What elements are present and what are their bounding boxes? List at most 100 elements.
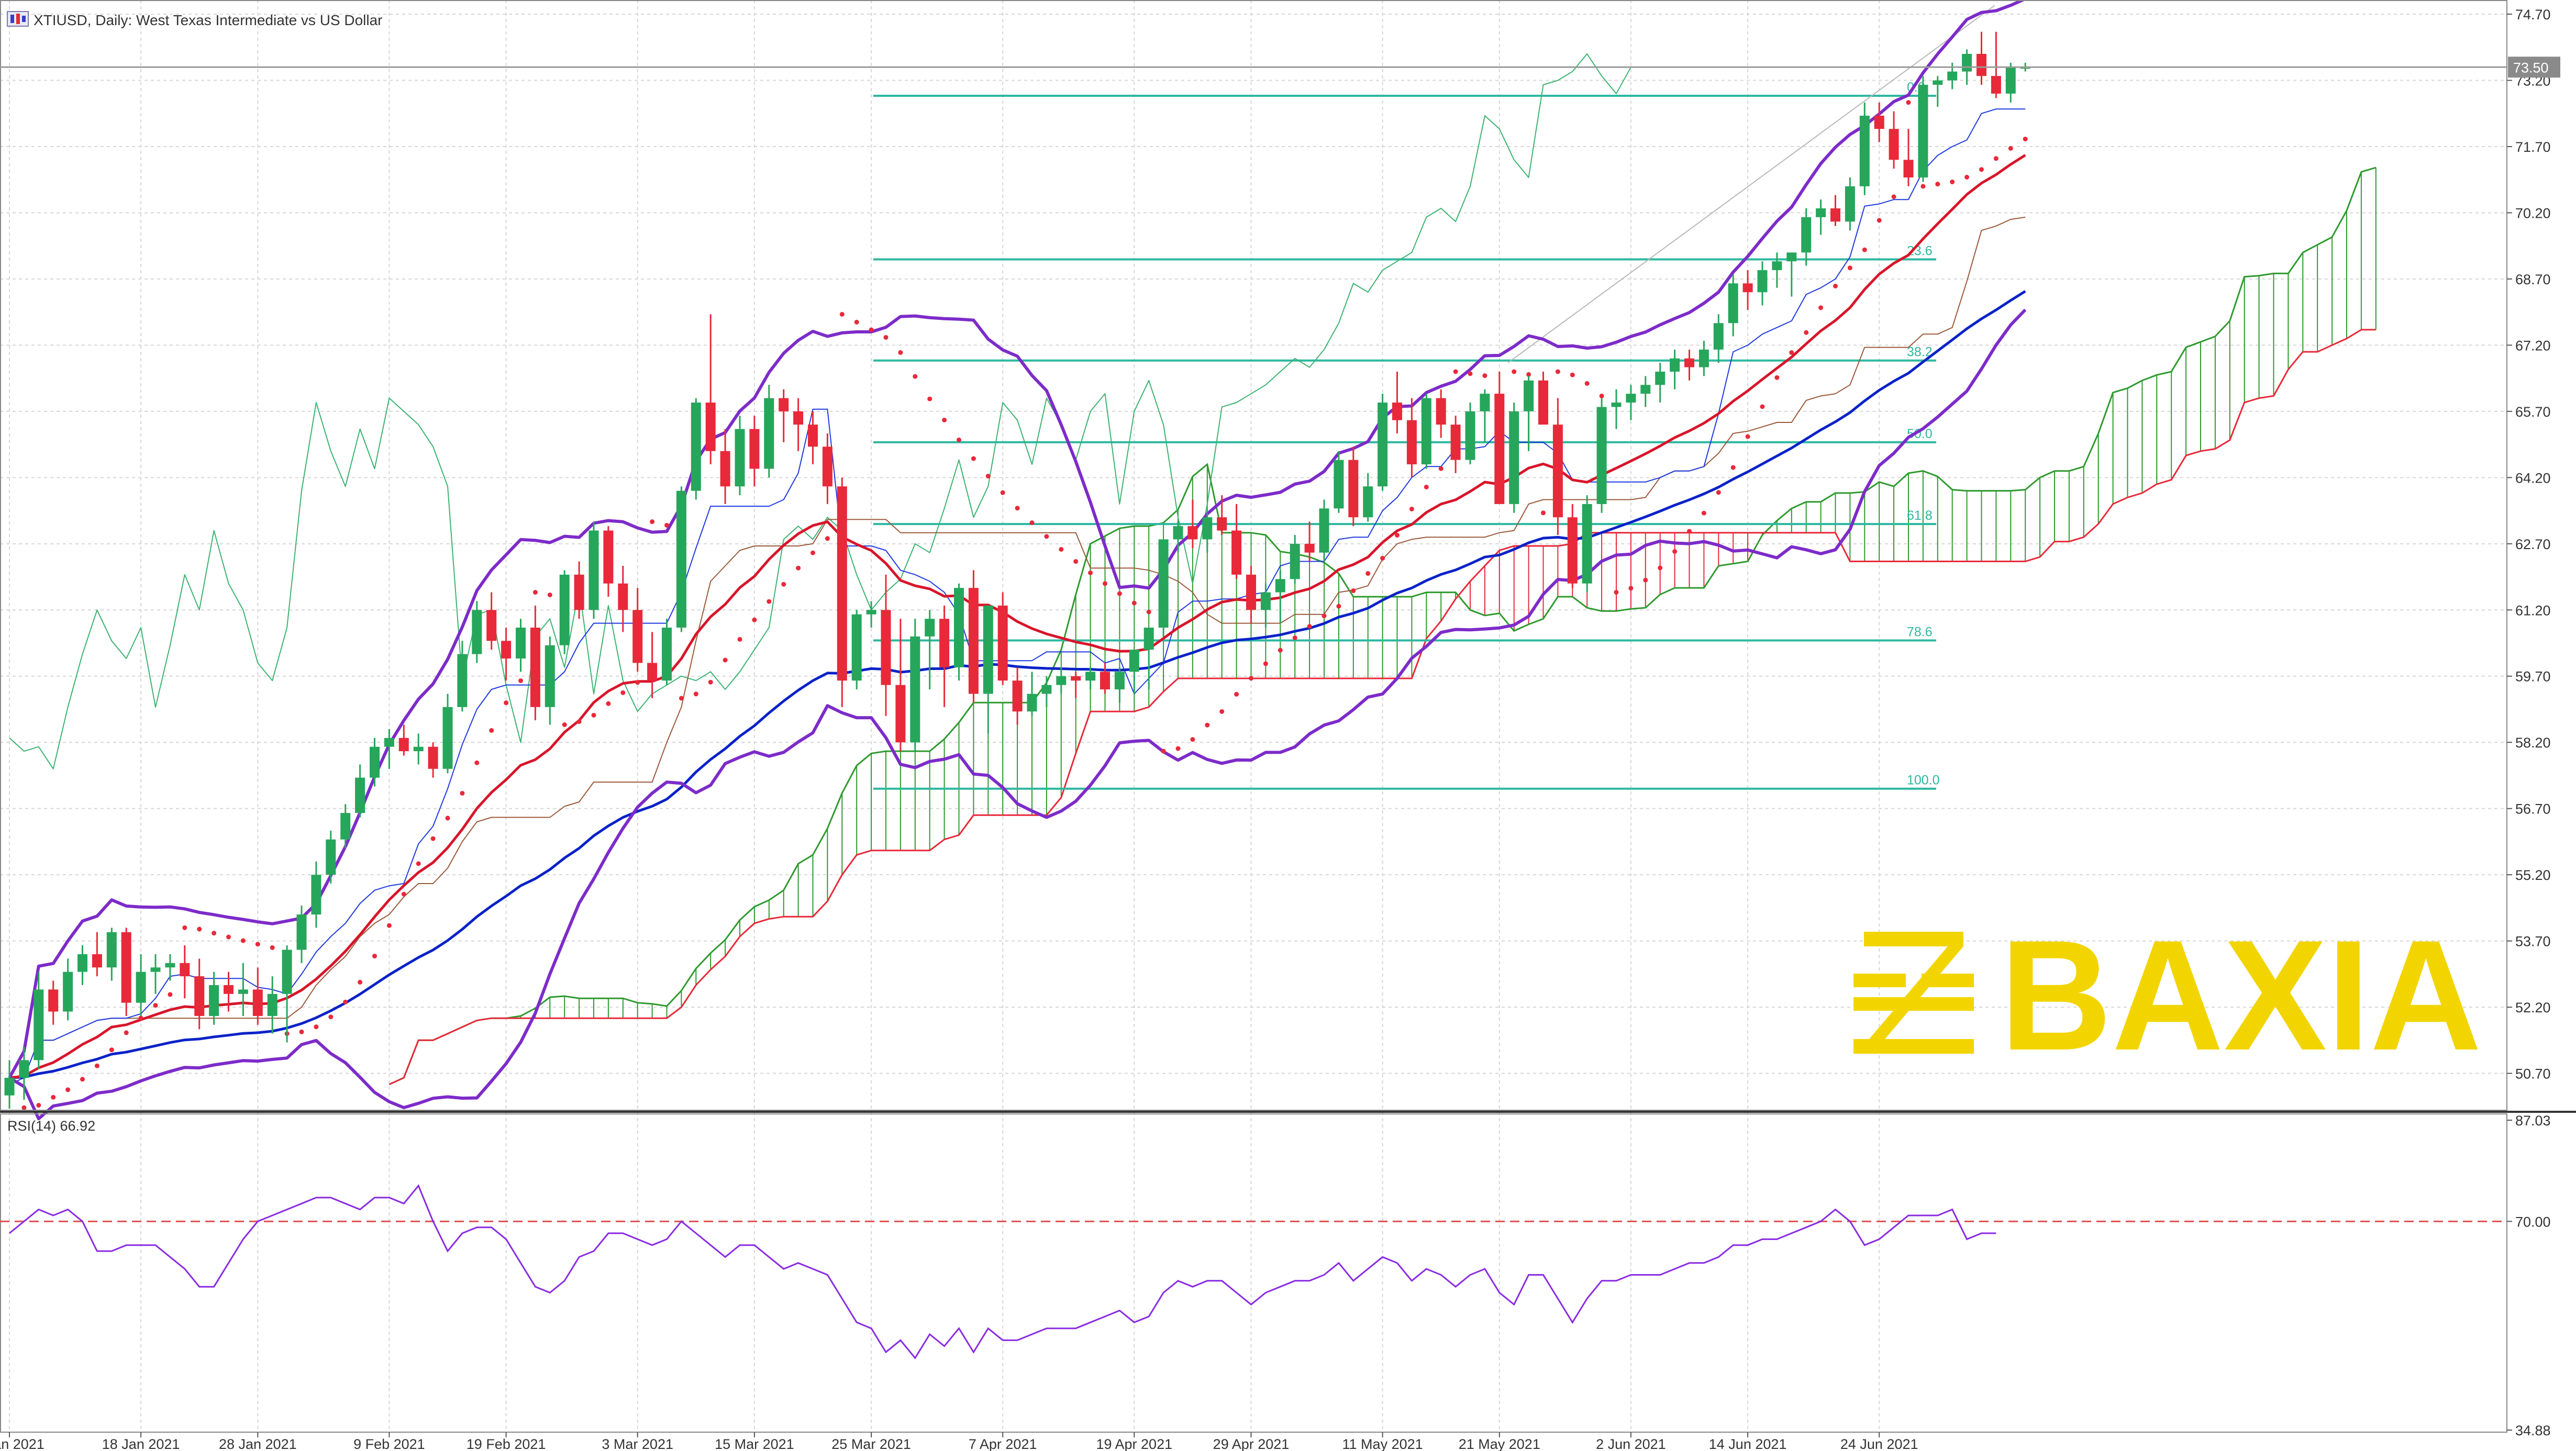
candle	[1742, 270, 1753, 310]
candle-body	[793, 411, 804, 425]
candle	[1392, 372, 1402, 434]
sar-dot	[153, 1003, 158, 1008]
candle	[501, 628, 512, 681]
candle-body	[1217, 517, 1227, 531]
candle	[662, 619, 672, 685]
candle	[764, 385, 774, 478]
sar-dot	[1468, 371, 1473, 376]
candle	[194, 958, 205, 1030]
candle	[866, 601, 876, 628]
candle-body	[1421, 398, 1431, 465]
price-tick-label: 59.70	[2515, 669, 2551, 685]
candle-body	[1450, 425, 1461, 460]
candle	[618, 565, 628, 632]
sar-dot	[1044, 534, 1049, 539]
sar-dot	[489, 728, 494, 733]
candle-body	[48, 989, 59, 1012]
date-tick-label: 28 Jan 2021	[219, 1436, 297, 1451]
candle	[1406, 398, 1417, 478]
candle-body	[516, 628, 526, 659]
candle	[442, 694, 453, 774]
candle	[1626, 385, 1636, 420]
candle	[1524, 376, 1534, 451]
sar-dot	[985, 474, 991, 479]
sar-dot	[1219, 709, 1225, 714]
candle	[1260, 583, 1271, 628]
sar-dot	[708, 679, 713, 685]
candlestick-series	[4, 31, 2030, 1109]
candle-body	[1012, 680, 1023, 712]
fib-level-label: 100.0	[1907, 773, 1940, 788]
candle-body	[180, 963, 190, 977]
date-tick-label: 19 Apr 2021	[1096, 1436, 1172, 1451]
date-tick-label: 2 Jun 2021	[1596, 1436, 1666, 1451]
candle	[647, 632, 658, 698]
sar-dot	[1103, 581, 1107, 586]
candle	[486, 592, 497, 650]
candle	[326, 830, 336, 884]
candle	[559, 570, 570, 654]
candle-body	[603, 530, 614, 584]
candle-body	[136, 972, 146, 1003]
price-tick-label: 55.20	[2515, 867, 2551, 883]
candle	[632, 588, 643, 672]
sar-dot	[957, 437, 961, 442]
candle-body	[413, 746, 424, 752]
candle	[910, 619, 920, 752]
sar-dot	[1322, 613, 1327, 619]
candle	[1640, 376, 1651, 407]
candle	[209, 972, 219, 1025]
candle	[968, 570, 979, 703]
sar-dot	[781, 582, 786, 587]
candle	[1114, 667, 1125, 703]
candle-body	[472, 610, 482, 654]
candle	[63, 958, 73, 1021]
candle-body	[647, 663, 658, 681]
candle	[340, 804, 351, 849]
candle-body	[106, 932, 117, 968]
candle-body	[1816, 208, 1826, 217]
candle-body	[1830, 208, 1840, 222]
candle	[954, 583, 964, 681]
candle-body	[209, 985, 219, 1016]
candle	[1698, 340, 1709, 376]
sar-dot	[532, 590, 538, 595]
date-tick-label: 7 Apr 2021	[969, 1436, 1037, 1451]
candle-body	[997, 605, 1008, 681]
sar-dot	[386, 923, 392, 928]
candle-body	[662, 628, 672, 681]
candle	[1655, 363, 1665, 403]
candle-body	[1378, 403, 1388, 487]
candle	[1684, 349, 1694, 381]
price-tick-label: 68.70	[2515, 272, 2551, 287]
sar-dot	[752, 617, 757, 622]
candle	[1552, 398, 1563, 535]
candle-body	[282, 950, 292, 994]
candle-body	[676, 490, 686, 628]
price-tick-label: 58.20	[2515, 735, 2551, 751]
candle	[1304, 521, 1315, 562]
candle	[1041, 676, 1052, 707]
candle	[311, 861, 321, 928]
candle-body	[939, 619, 950, 667]
sar-dot	[1380, 555, 1385, 561]
sar-dot	[1278, 648, 1283, 653]
sar-dot	[2023, 137, 2028, 142]
candle	[2005, 62, 2016, 103]
sar-dot	[1643, 577, 1648, 583]
candle-body	[1684, 358, 1694, 367]
candle-body	[19, 1060, 29, 1078]
candle-body	[618, 583, 628, 610]
date-tick-label: 3 Mar 2021	[602, 1436, 673, 1451]
price-tick-label: 74.70	[2515, 7, 2551, 23]
price-tick-label: 53.70	[2515, 934, 2551, 950]
sar-dot	[1833, 284, 1838, 289]
candle	[925, 610, 935, 690]
candle-body	[983, 605, 993, 694]
candle-body	[1918, 84, 1928, 178]
candle-body	[895, 685, 906, 743]
candle-body	[1143, 628, 1154, 650]
candle-body	[1874, 115, 1884, 129]
rsi-line	[9, 1184, 1996, 1359]
